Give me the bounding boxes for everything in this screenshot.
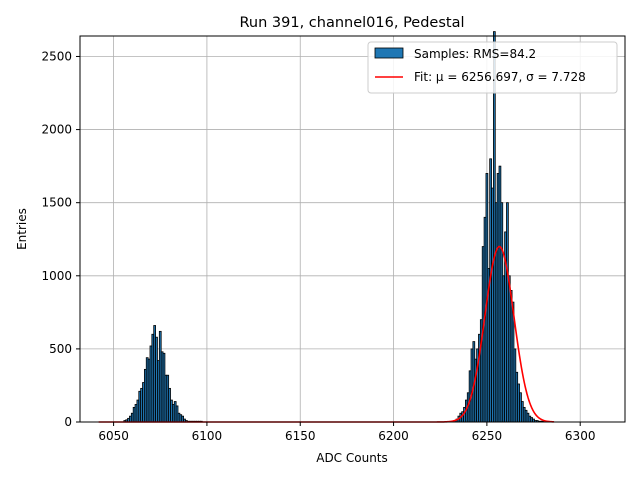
chart-title: Run 391, channel016, Pedestal [239,15,464,31]
y-tick-label: 2500 [41,49,72,63]
legend-patch-samples [374,47,404,59]
legend-label-samples: Samples: RMS=84.2 [414,47,536,61]
legend-box [367,41,618,94]
plot-frame [79,35,626,423]
y-tick-label: 2000 [41,123,72,137]
x-tick-label: 6150 [285,429,316,443]
legend-label-fit: Fit: μ = 6256.697, σ = 7.728 [414,70,586,84]
legend: Samples: RMS=84.2 Fit: μ = 6256.697, σ =… [367,41,618,94]
x-tick-label: 6100 [192,429,223,443]
y-axis-label: Entries [15,208,29,250]
x-tick-label: 6200 [378,429,409,443]
grid [80,36,625,423]
y-tick-label: 500 [49,342,72,356]
x-tick-label: 6300 [565,429,596,443]
y-tick-label: 0 [64,415,72,429]
y-tick-label: 1000 [41,269,72,283]
x-axis-label: ADC Counts [316,451,388,465]
y-axis-ticks: 0 500 1000 1500 2000 2500 [41,49,80,429]
y-tick-label: 1500 [41,196,72,210]
x-tick-label: 6050 [98,429,129,443]
x-axis-ticks: 6050 6100 6150 6200 6250 6300 [98,422,595,443]
x-tick-label: 6250 [472,429,503,443]
